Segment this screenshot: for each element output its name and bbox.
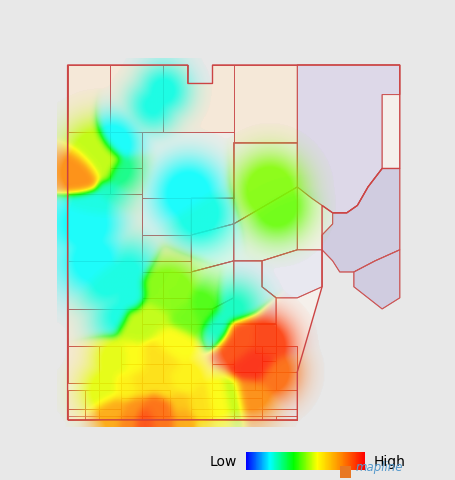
- Polygon shape: [191, 261, 233, 309]
- Polygon shape: [275, 346, 297, 372]
- Polygon shape: [67, 390, 85, 416]
- Polygon shape: [233, 397, 261, 416]
- Polygon shape: [233, 261, 275, 324]
- Polygon shape: [67, 309, 142, 346]
- Polygon shape: [120, 416, 142, 420]
- Polygon shape: [254, 324, 275, 346]
- Polygon shape: [212, 346, 233, 364]
- Polygon shape: [99, 390, 120, 408]
- Polygon shape: [191, 397, 212, 416]
- Polygon shape: [85, 416, 99, 420]
- Polygon shape: [191, 224, 233, 272]
- Polygon shape: [142, 346, 163, 364]
- Polygon shape: [212, 324, 233, 346]
- Polygon shape: [233, 346, 261, 372]
- Polygon shape: [321, 168, 399, 272]
- Polygon shape: [120, 383, 142, 397]
- Polygon shape: [163, 416, 191, 420]
- Polygon shape: [67, 408, 85, 420]
- Polygon shape: [212, 383, 233, 397]
- Polygon shape: [110, 168, 142, 194]
- Polygon shape: [254, 372, 275, 390]
- Polygon shape: [142, 390, 170, 416]
- Polygon shape: [297, 65, 399, 213]
- Text: Low: Low: [209, 455, 237, 469]
- Polygon shape: [142, 272, 163, 309]
- Polygon shape: [163, 364, 191, 383]
- Polygon shape: [67, 261, 142, 309]
- Polygon shape: [99, 383, 120, 408]
- Polygon shape: [85, 390, 99, 408]
- Polygon shape: [110, 132, 142, 168]
- Polygon shape: [163, 309, 212, 346]
- Polygon shape: [261, 372, 297, 390]
- Polygon shape: [67, 65, 399, 420]
- Polygon shape: [191, 408, 212, 416]
- Polygon shape: [142, 198, 191, 235]
- Polygon shape: [261, 250, 321, 298]
- Polygon shape: [261, 390, 297, 416]
- Polygon shape: [142, 416, 163, 420]
- Polygon shape: [67, 408, 99, 420]
- Polygon shape: [212, 408, 233, 416]
- Polygon shape: [191, 324, 212, 346]
- Polygon shape: [233, 143, 297, 224]
- Polygon shape: [85, 408, 99, 420]
- Polygon shape: [275, 416, 297, 420]
- Polygon shape: [212, 364, 233, 383]
- Polygon shape: [212, 298, 233, 324]
- Text: mapline: mapline: [355, 461, 402, 474]
- Polygon shape: [212, 397, 233, 416]
- Polygon shape: [254, 324, 275, 353]
- Polygon shape: [212, 416, 233, 420]
- Polygon shape: [261, 408, 297, 420]
- Polygon shape: [99, 346, 120, 383]
- Polygon shape: [261, 346, 275, 360]
- Polygon shape: [67, 65, 110, 132]
- Polygon shape: [142, 397, 163, 416]
- Polygon shape: [191, 383, 212, 397]
- Polygon shape: [212, 390, 233, 397]
- Polygon shape: [191, 397, 212, 408]
- Polygon shape: [233, 65, 297, 143]
- Polygon shape: [233, 324, 254, 346]
- Polygon shape: [99, 416, 120, 420]
- Polygon shape: [142, 364, 163, 383]
- Polygon shape: [142, 132, 233, 198]
- Polygon shape: [67, 194, 142, 261]
- Polygon shape: [67, 346, 99, 383]
- Polygon shape: [191, 416, 212, 420]
- Polygon shape: [163, 65, 233, 132]
- Polygon shape: [233, 416, 261, 420]
- Polygon shape: [120, 397, 142, 416]
- Polygon shape: [142, 261, 191, 298]
- Polygon shape: [353, 250, 399, 309]
- Polygon shape: [163, 298, 191, 324]
- Polygon shape: [163, 397, 191, 416]
- Polygon shape: [142, 324, 163, 346]
- Polygon shape: [120, 346, 142, 364]
- Polygon shape: [110, 65, 163, 132]
- Polygon shape: [142, 364, 163, 383]
- Polygon shape: [67, 132, 110, 194]
- Polygon shape: [120, 364, 142, 390]
- Text: High: High: [373, 455, 405, 469]
- Polygon shape: [142, 198, 191, 235]
- Polygon shape: [191, 198, 233, 235]
- Polygon shape: [233, 372, 254, 390]
- Polygon shape: [163, 272, 191, 309]
- Polygon shape: [233, 187, 297, 261]
- Polygon shape: [142, 235, 191, 272]
- Polygon shape: [233, 390, 261, 408]
- Polygon shape: [191, 397, 212, 416]
